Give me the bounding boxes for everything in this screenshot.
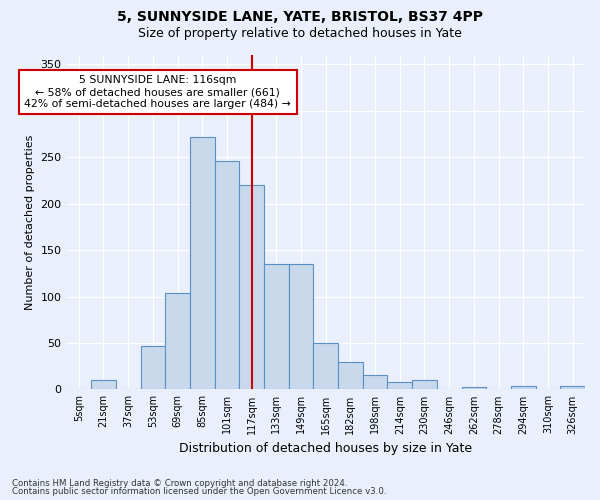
Bar: [239, 185, 264, 390]
Bar: [338, 362, 363, 390]
Bar: [190, 136, 215, 390]
Bar: [313, 343, 338, 390]
Bar: [165, 293, 190, 390]
Text: Contains HM Land Registry data © Crown copyright and database right 2024.: Contains HM Land Registry data © Crown c…: [12, 478, 347, 488]
Bar: [560, 386, 585, 390]
Bar: [91, 380, 116, 390]
Text: 5, SUNNYSIDE LANE, YATE, BRISTOL, BS37 4PP: 5, SUNNYSIDE LANE, YATE, BRISTOL, BS37 4…: [117, 10, 483, 24]
Bar: [215, 161, 239, 390]
Bar: [140, 346, 165, 390]
Bar: [264, 264, 289, 390]
X-axis label: Distribution of detached houses by size in Yate: Distribution of detached houses by size …: [179, 442, 472, 455]
Bar: [388, 382, 412, 390]
Text: Size of property relative to detached houses in Yate: Size of property relative to detached ho…: [138, 28, 462, 40]
Bar: [461, 386, 486, 390]
Bar: [363, 376, 388, 390]
Text: Contains public sector information licensed under the Open Government Licence v3: Contains public sector information licen…: [12, 487, 386, 496]
Bar: [511, 386, 536, 390]
Bar: [289, 264, 313, 390]
Y-axis label: Number of detached properties: Number of detached properties: [25, 134, 35, 310]
Text: 5 SUNNYSIDE LANE: 116sqm
← 58% of detached houses are smaller (661)
42% of semi-: 5 SUNNYSIDE LANE: 116sqm ← 58% of detach…: [25, 76, 291, 108]
Bar: [412, 380, 437, 390]
